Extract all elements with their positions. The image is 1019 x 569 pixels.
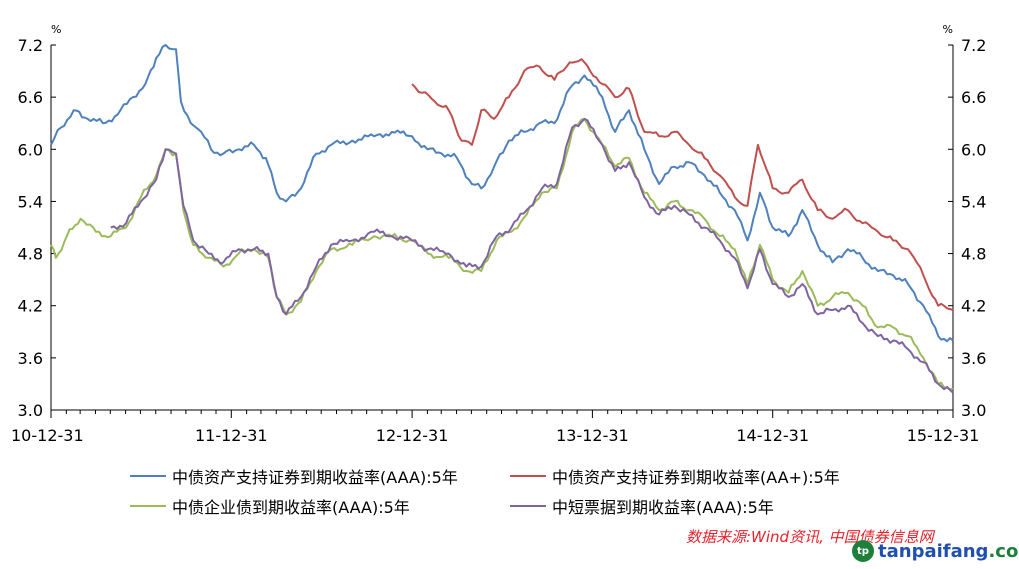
x-tick-label: 12-12-31 (376, 426, 449, 445)
y-tick-label-left: 6.6 (18, 88, 43, 107)
y-tick-label-left: 3.0 (18, 401, 43, 420)
legend-swatch (130, 475, 166, 477)
x-tick-label: 13-12-31 (556, 426, 629, 445)
y-tick-label-left: 5.4 (18, 192, 43, 211)
legend-label: 中债企业债到期收益率(AAA):5年 (172, 498, 410, 517)
series-line-0 (50, 44, 954, 343)
y-tick-label-left: 6.0 (18, 140, 43, 159)
legend-item-corporate-aaa: 中债企业债到期收益率(AAA):5年 (130, 494, 410, 518)
watermark: tp tanpaifang .com (852, 540, 1019, 562)
legend-swatch (510, 505, 546, 507)
y-tick-label-left: 3.6 (18, 349, 43, 368)
x-tick-label: 15-12-31 (907, 426, 980, 445)
x-tick-label: 14-12-31 (736, 426, 809, 445)
y-tick-label-right: 6.0 (961, 140, 986, 159)
y-tick-label-right: 6.6 (961, 88, 986, 107)
y-tick-label-right: 3.6 (961, 349, 986, 368)
source-note: 数据来源:Wind资讯, 中国债券信息网 (686, 528, 934, 546)
y-tick-label-left: 7.2 (18, 36, 43, 55)
watermark-text-main: tanpaifang (878, 540, 989, 562)
y-tick-label-right: 5.4 (961, 192, 986, 211)
y-tick-label-left: 4.2 (18, 297, 43, 316)
x-tick-label: 10-12-31 (11, 426, 84, 445)
legend-label: 中债资产支持证券到期收益率(AAA):5年 (172, 468, 458, 487)
y-tick-label-left: 4.8 (18, 245, 43, 264)
legend-swatch (510, 475, 546, 477)
chart-series (50, 44, 954, 394)
y-unit-right: % (943, 23, 953, 36)
watermark-text-domain: .com (988, 540, 1019, 562)
watermark-logo-icon: tp (852, 540, 874, 562)
legend-label: 中短票据到期收益率(AAA):5年 (552, 498, 774, 517)
series-line-2 (50, 117, 954, 391)
x-tick-label: 11-12-31 (195, 426, 268, 445)
y-tick-label-right: 7.2 (961, 36, 986, 55)
y-tick-label-right: 4.2 (961, 297, 986, 316)
series-line-3 (110, 117, 954, 394)
legend-label: 中债资产支持证券到期收益率(AA+):5年 (552, 468, 840, 487)
legend-item-asset-aa-plus: 中债资产支持证券到期收益率(AA+):5年 (510, 464, 840, 488)
legend-swatch (130, 505, 166, 507)
y-tick-label-right: 3.0 (961, 401, 986, 420)
y-unit-left: % (51, 23, 61, 36)
y-tick-label-right: 4.8 (961, 245, 986, 264)
series-line-1 (411, 58, 954, 312)
legend-item-mtn-aaa: 中短票据到期收益率(AAA):5年 (510, 494, 774, 518)
legend-item-asset-aaa: 中债资产支持证券到期收益率(AAA):5年 (130, 464, 458, 488)
chart-axes: % % 3.0 3.0 3.6 3.6 4.2 4.2 4.8 4.8 5.4 5.4 6.0 6.0 6.… (11, 23, 986, 445)
